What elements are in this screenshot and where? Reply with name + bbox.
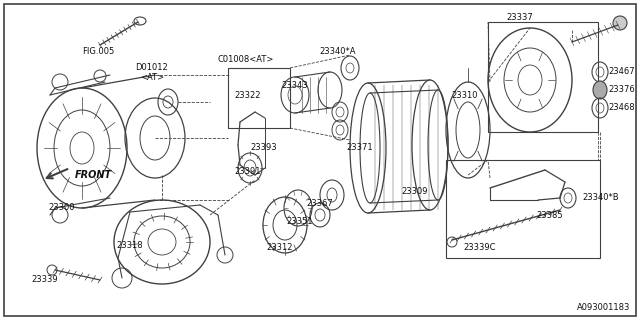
Text: 23300: 23300 (49, 204, 76, 212)
Ellipse shape (593, 81, 607, 99)
Text: 23343: 23343 (282, 81, 308, 90)
Text: 23312: 23312 (267, 244, 293, 252)
Ellipse shape (613, 16, 627, 30)
Bar (446, 160, 600, 258)
Text: 23385: 23385 (537, 211, 563, 220)
Text: 23468: 23468 (608, 103, 635, 113)
Text: FIG.005: FIG.005 (82, 47, 115, 57)
Text: 23340*A: 23340*A (320, 47, 356, 57)
Text: 23376: 23376 (608, 85, 635, 94)
Text: 23310: 23310 (452, 91, 478, 100)
Text: 23371: 23371 (347, 143, 373, 153)
Text: D01012: D01012 (136, 63, 168, 73)
Text: FRONT: FRONT (75, 170, 112, 180)
Text: 23340*B: 23340*B (582, 194, 619, 203)
Text: C01008<AT>: C01008<AT> (218, 55, 275, 65)
Text: 23339: 23339 (32, 276, 58, 284)
Text: 23367: 23367 (307, 199, 333, 209)
Text: 23339C: 23339C (464, 244, 496, 252)
Bar (228, 68, 290, 128)
Text: 23351: 23351 (287, 218, 313, 227)
Bar (488, 22, 598, 132)
Text: A093001183: A093001183 (577, 303, 630, 313)
Text: 23337: 23337 (507, 13, 533, 22)
Text: 23322: 23322 (235, 91, 261, 100)
Text: 23467: 23467 (608, 68, 635, 76)
Text: 23318: 23318 (116, 241, 143, 250)
Text: 23393: 23393 (251, 143, 277, 153)
Text: 23309: 23309 (402, 188, 428, 196)
Text: 23391: 23391 (235, 167, 261, 177)
Text: <AT>: <AT> (140, 74, 164, 83)
